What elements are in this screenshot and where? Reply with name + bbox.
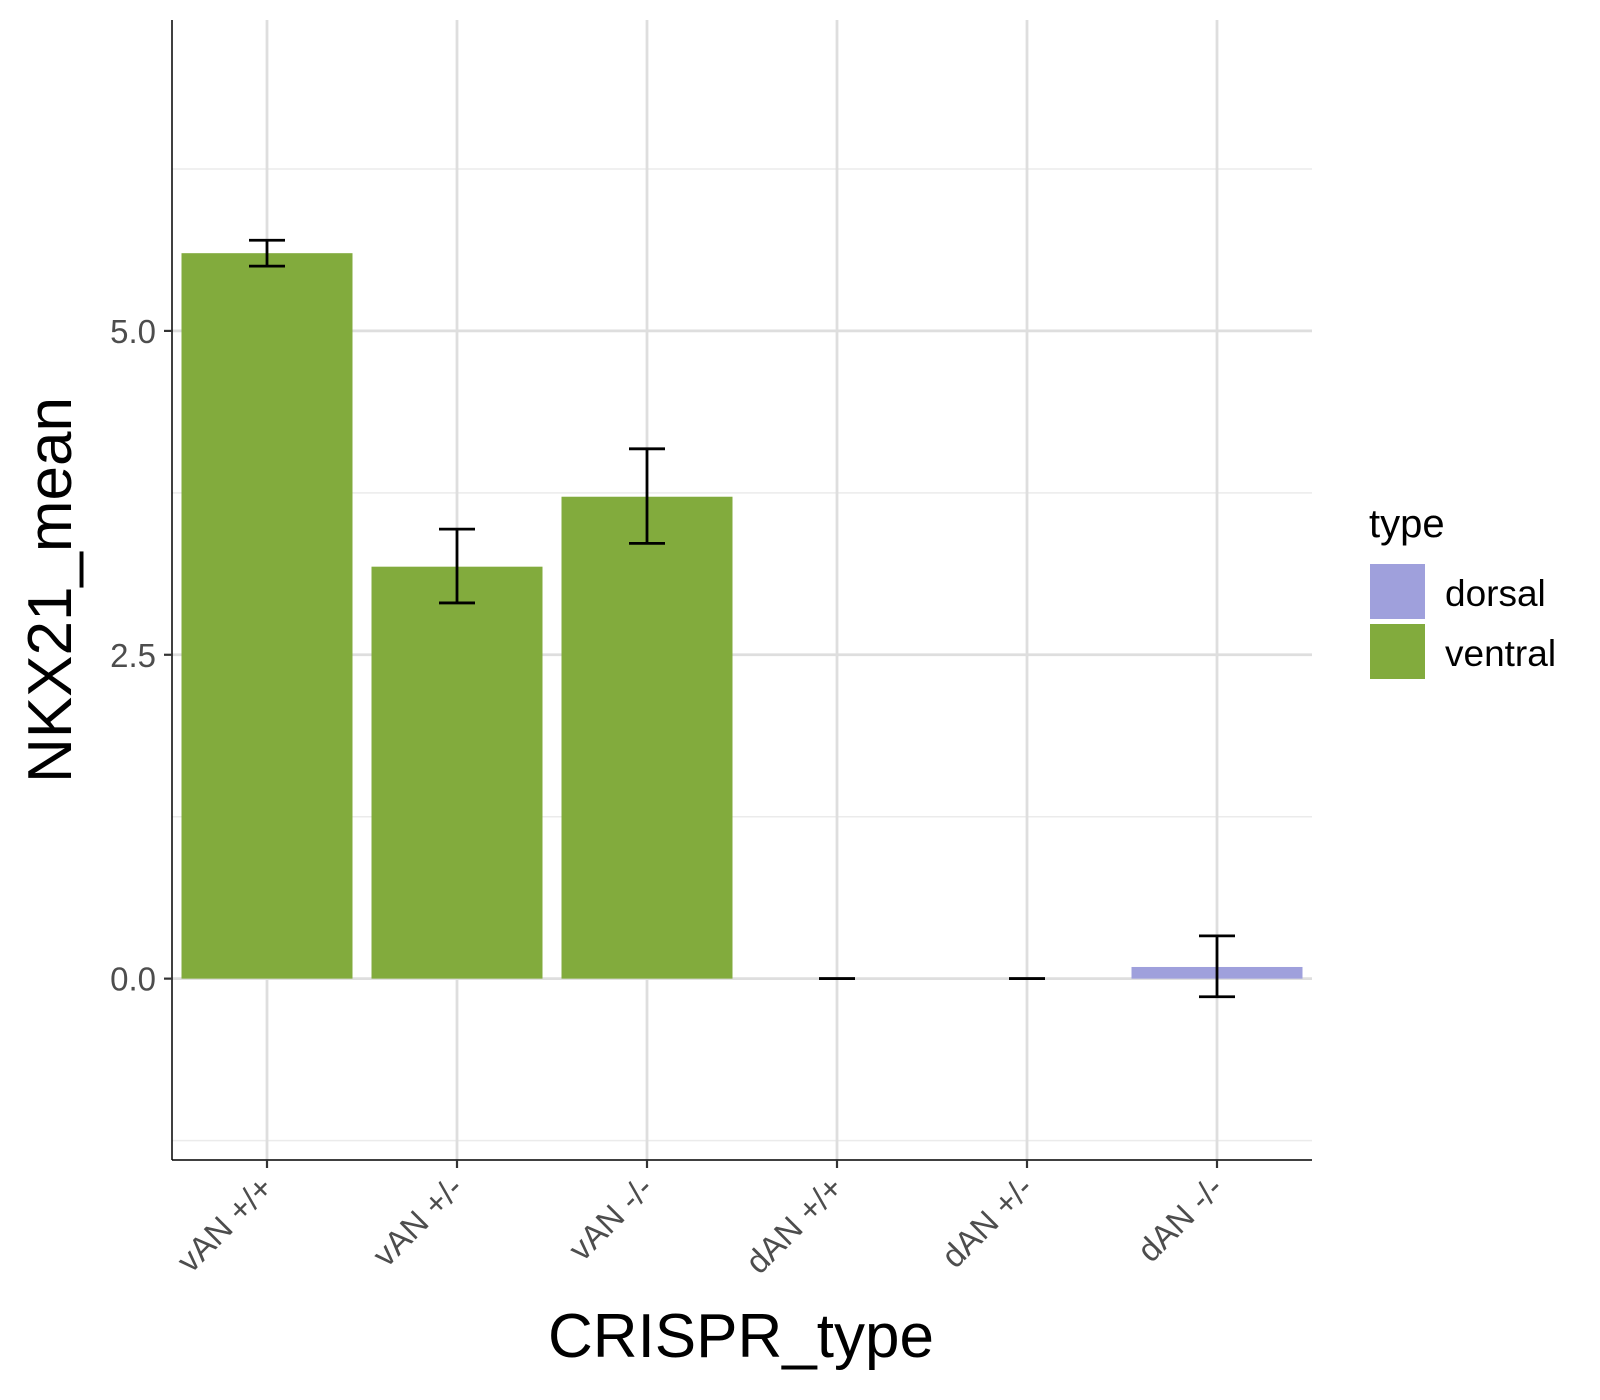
y-tick-label: 0.0 [110, 961, 156, 998]
legend: type dorsal ventral [1369, 502, 1556, 679]
error-bar [439, 527, 475, 605]
error-bar [249, 238, 285, 268]
error-bars [249, 238, 1235, 999]
error-bar [1199, 934, 1235, 999]
y-axis-title: NKX21_mean [16, 397, 85, 783]
x-axis-title: CRISPR_type [548, 1302, 934, 1371]
bars [181, 253, 1303, 979]
legend-label-ventral: ventral [1445, 633, 1556, 674]
x-tick-label: dAN +/- [934, 1169, 1040, 1275]
legend-title: type [1369, 502, 1445, 546]
x-tick-label: vAN +/- [365, 1169, 470, 1274]
bar-van- [561, 496, 733, 979]
legend-key-dorsal [1370, 564, 1425, 619]
axes [164, 20, 1312, 1168]
bar-van- [181, 253, 353, 979]
bar-van- [371, 566, 543, 979]
y-tick-label: 2.5 [110, 637, 156, 674]
y-tick-label: 5.0 [110, 313, 156, 350]
error-bar [629, 447, 665, 545]
x-tick-label: vAN +/+ [169, 1169, 279, 1279]
legend-label-dorsal: dorsal [1445, 573, 1546, 614]
x-tick-label: dAN +/+ [738, 1169, 850, 1281]
x-tick-label: vAN -/- [561, 1169, 660, 1268]
legend-key-ventral [1370, 624, 1425, 679]
x-tick-label: dAN -/- [1130, 1169, 1230, 1269]
